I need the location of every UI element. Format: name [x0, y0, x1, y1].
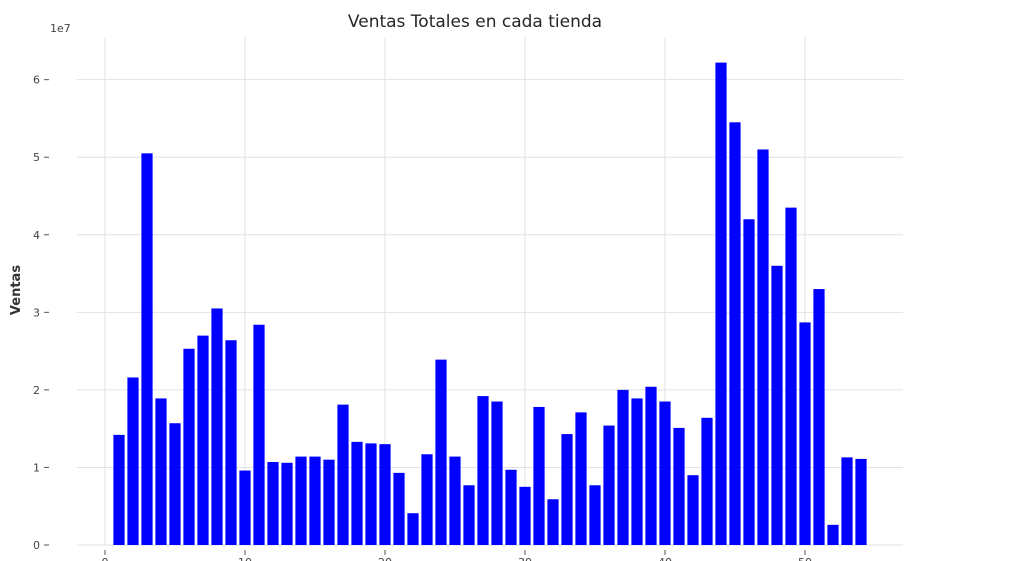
- x-tick-label: 0: [102, 556, 109, 561]
- bar-tienda-37: [617, 389, 629, 545]
- bar-tienda-50: [799, 322, 811, 545]
- y-tick-label: 2: [33, 384, 40, 397]
- bar-tienda-51: [813, 289, 825, 545]
- bar-tienda-48: [771, 265, 783, 545]
- bar-tienda-33: [561, 434, 573, 545]
- y-tick-label: 0: [33, 539, 40, 552]
- bar-tienda-44: [715, 62, 727, 545]
- bar-tienda-23: [421, 454, 433, 545]
- bar-tienda-12: [267, 462, 279, 545]
- bar-tienda-36: [603, 425, 615, 545]
- chart-title: Ventas Totales en cada tienda: [348, 12, 602, 32]
- bar-tienda-2: [127, 377, 139, 545]
- bar-tienda-54: [855, 458, 867, 545]
- y-axis-label: Ventas: [9, 265, 24, 315]
- bar-tienda-15: [309, 456, 321, 545]
- bar-tienda-9: [225, 340, 237, 545]
- bar-tienda-41: [673, 427, 685, 545]
- bar-tienda-39: [645, 386, 657, 545]
- x-tick-label: 10: [238, 556, 252, 561]
- bar-tienda-47: [757, 149, 769, 545]
- y-tick-label: 5: [33, 151, 40, 164]
- bar-tienda-26: [463, 485, 475, 545]
- bar-tienda-10: [239, 470, 251, 545]
- bar-tienda-8: [211, 308, 223, 545]
- axis-ticks: 0 1 2 3 4 5 6 0 10 20 30 40 50: [33, 74, 812, 561]
- bar-tienda-11: [253, 324, 265, 545]
- bar-tienda-14: [295, 456, 307, 545]
- bar-tienda-1: [113, 434, 125, 545]
- y-scale-label: 1e7: [50, 22, 71, 35]
- bar-tienda-30: [519, 486, 531, 545]
- bar-tienda-43: [701, 417, 713, 545]
- bar-tienda-40: [659, 401, 671, 545]
- x-tick-label: 30: [518, 556, 532, 561]
- y-tick-label: 4: [33, 229, 40, 242]
- bar-tienda-28: [491, 401, 503, 545]
- y-tick-label: 3: [33, 306, 40, 319]
- bar-tienda-34: [575, 412, 587, 545]
- x-tick-label: 40: [658, 556, 672, 561]
- bars: [113, 62, 867, 546]
- bar-tienda-24: [435, 359, 447, 545]
- bar-tienda-35: [589, 485, 601, 545]
- bar-tienda-13: [281, 462, 293, 545]
- x-tick-label: 50: [798, 556, 812, 561]
- x-tick-label: 20: [378, 556, 392, 561]
- bar-tienda-29: [505, 469, 517, 545]
- bar-tienda-16: [323, 459, 335, 545]
- bar-tienda-49: [785, 207, 797, 545]
- bar-tienda-52: [827, 524, 839, 545]
- bar-tienda-5: [169, 423, 181, 545]
- bar-tienda-7: [197, 335, 209, 545]
- bar-tienda-32: [547, 499, 559, 545]
- bar-tienda-3: [141, 153, 153, 545]
- bar-tienda-6: [183, 348, 195, 545]
- bar-tienda-25: [449, 456, 461, 545]
- bar-tienda-45: [729, 122, 741, 545]
- bar-tienda-20: [379, 444, 391, 545]
- bar-tienda-17: [337, 404, 349, 545]
- y-tick-label: 6: [33, 74, 40, 87]
- bar-tienda-18: [351, 441, 363, 545]
- bar-tienda-42: [687, 475, 699, 545]
- bar-tienda-27: [477, 396, 489, 545]
- bar-tienda-46: [743, 219, 755, 546]
- y-tick-label: 1: [33, 461, 40, 474]
- bar-tienda-21: [393, 472, 405, 545]
- bar-tienda-19: [365, 443, 377, 545]
- bar-tienda-53: [841, 457, 853, 545]
- bar-tienda-4: [155, 398, 167, 545]
- bar-tienda-31: [533, 406, 545, 545]
- bar-tienda-38: [631, 398, 643, 545]
- bar-tienda-22: [407, 513, 419, 545]
